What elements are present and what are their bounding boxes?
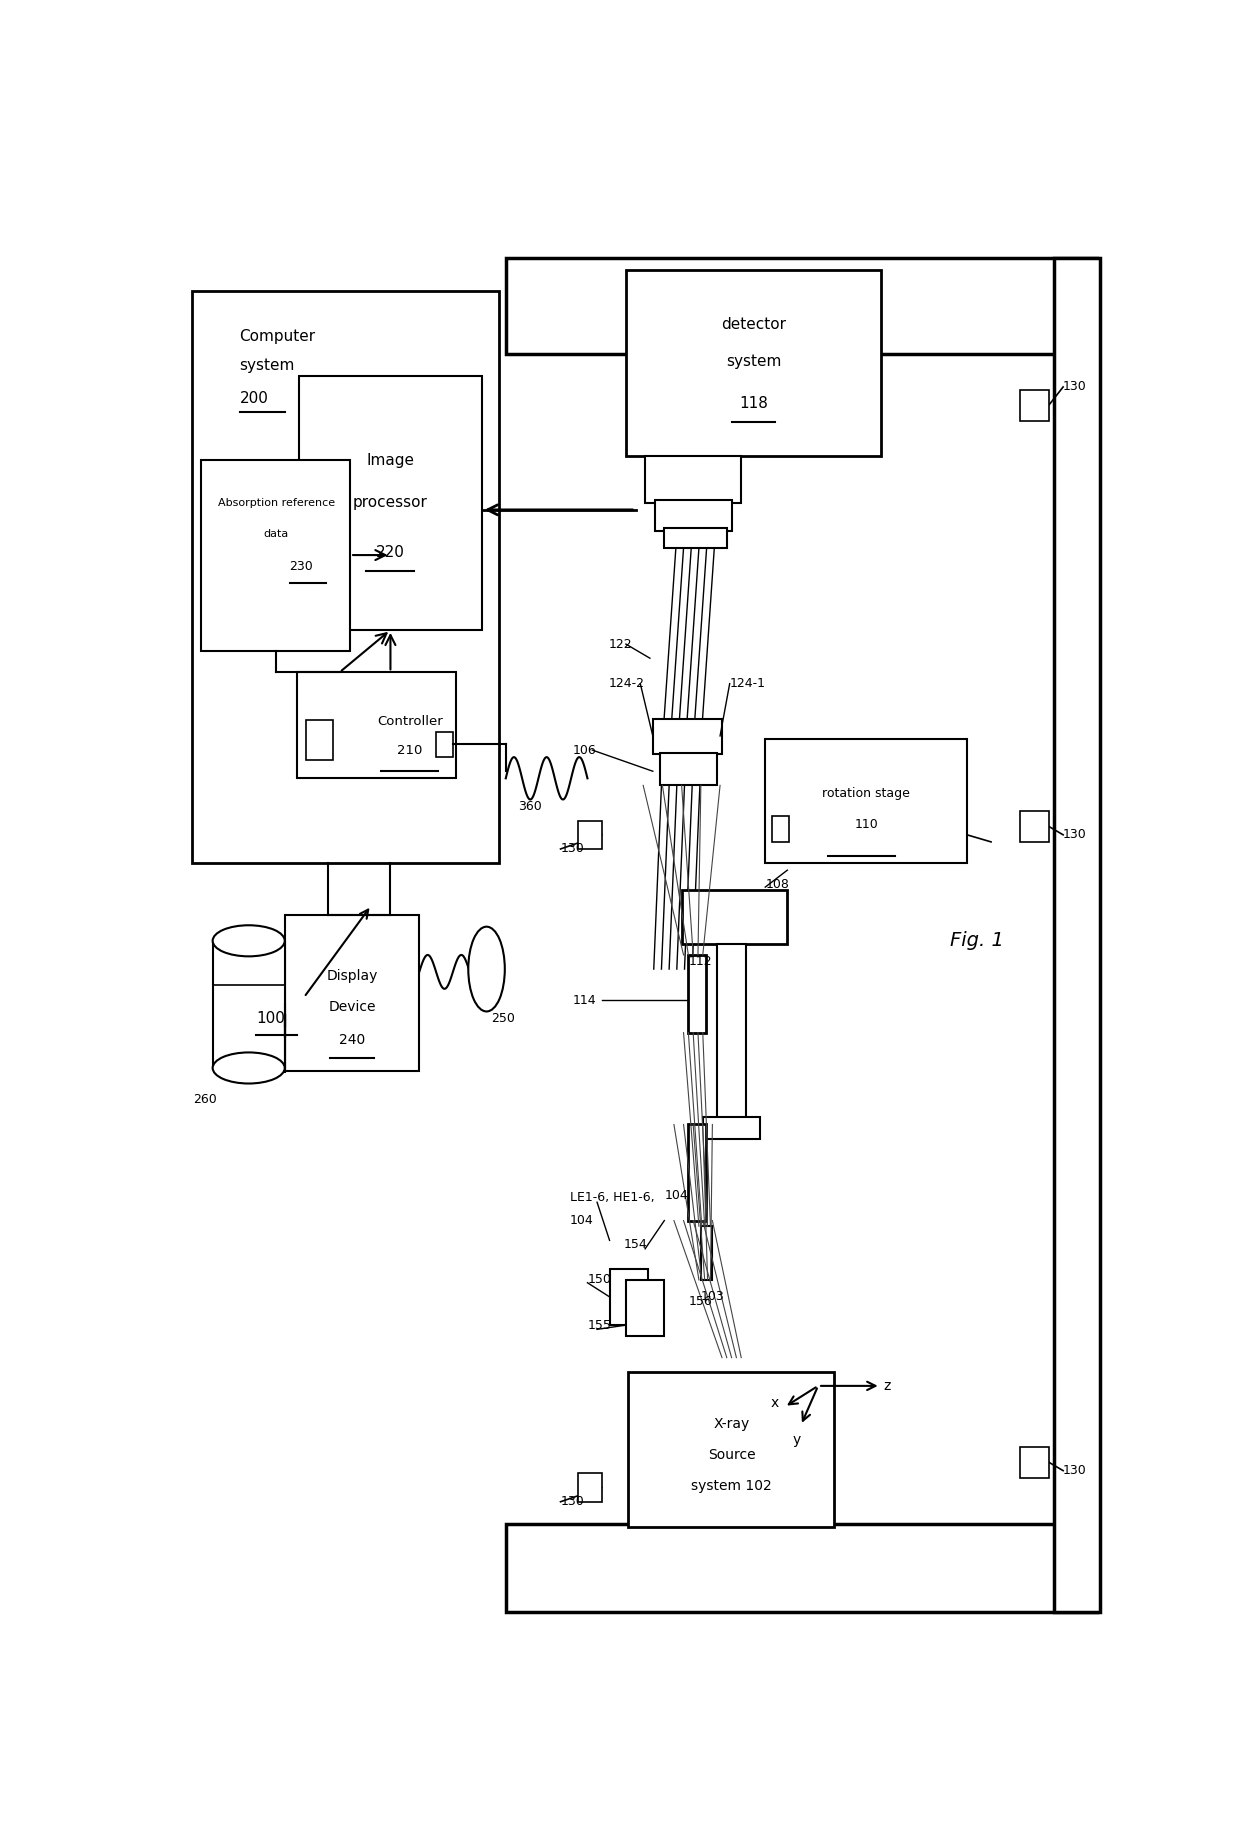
Text: 130: 130 bbox=[1063, 828, 1087, 840]
Bar bbox=[652, 719, 722, 754]
Bar bbox=[299, 376, 481, 629]
Text: 156: 156 bbox=[688, 1296, 712, 1308]
Text: system: system bbox=[725, 354, 781, 369]
Bar bbox=[645, 457, 742, 503]
Bar bbox=[610, 1268, 649, 1325]
Text: 230: 230 bbox=[290, 560, 314, 573]
Text: z: z bbox=[884, 1378, 892, 1393]
Text: 118: 118 bbox=[739, 396, 768, 411]
Text: 250: 250 bbox=[491, 1013, 516, 1026]
Text: 210: 210 bbox=[397, 743, 423, 756]
Text: 103: 103 bbox=[701, 1290, 724, 1303]
Text: 360: 360 bbox=[518, 800, 542, 813]
Text: 104: 104 bbox=[570, 1215, 594, 1228]
Text: 155: 155 bbox=[588, 1319, 611, 1332]
Text: system: system bbox=[239, 358, 295, 373]
Text: Image: Image bbox=[367, 453, 414, 468]
Text: 150: 150 bbox=[588, 1273, 611, 1286]
Text: Device: Device bbox=[329, 1000, 376, 1015]
Bar bbox=[627, 1373, 835, 1527]
Bar bbox=[435, 732, 453, 758]
Bar bbox=[285, 916, 419, 1072]
Text: X-ray: X-ray bbox=[713, 1417, 750, 1431]
Text: Source: Source bbox=[708, 1448, 755, 1462]
Text: 260: 260 bbox=[193, 1092, 217, 1105]
Bar bbox=[1054, 259, 1100, 1611]
Text: 106: 106 bbox=[573, 743, 596, 756]
Text: Fig. 1: Fig. 1 bbox=[950, 932, 1003, 951]
Text: 122: 122 bbox=[609, 637, 632, 651]
Text: Controller: Controller bbox=[377, 716, 443, 728]
Bar bbox=[682, 890, 787, 943]
Bar bbox=[717, 943, 746, 1125]
Ellipse shape bbox=[213, 925, 285, 956]
Text: 108: 108 bbox=[765, 877, 789, 890]
Bar bbox=[665, 528, 727, 549]
Text: LE1-6, HE1-6,: LE1-6, HE1-6, bbox=[570, 1191, 655, 1204]
Text: 130: 130 bbox=[560, 842, 584, 855]
Bar bbox=[506, 1525, 1096, 1611]
Text: 110: 110 bbox=[854, 818, 878, 831]
Text: 124-2: 124-2 bbox=[609, 677, 645, 690]
Bar bbox=[688, 1125, 706, 1220]
Text: 100: 100 bbox=[255, 1011, 285, 1026]
Ellipse shape bbox=[213, 1053, 285, 1083]
Text: 114: 114 bbox=[573, 993, 596, 1007]
Bar bbox=[506, 259, 1096, 354]
Bar bbox=[703, 1118, 760, 1138]
Text: x: x bbox=[771, 1396, 779, 1409]
Text: y: y bbox=[792, 1433, 801, 1446]
Text: 130: 130 bbox=[560, 1496, 584, 1508]
Bar bbox=[655, 499, 732, 530]
Bar bbox=[578, 1474, 601, 1501]
Bar bbox=[213, 941, 285, 1068]
Text: 154: 154 bbox=[624, 1239, 647, 1251]
Text: system 102: system 102 bbox=[691, 1479, 773, 1494]
Text: data: data bbox=[263, 528, 289, 539]
Text: processor: processor bbox=[353, 495, 428, 510]
Text: 130: 130 bbox=[1063, 1464, 1087, 1477]
Bar bbox=[1019, 811, 1049, 842]
Bar bbox=[1019, 1446, 1049, 1477]
Bar bbox=[306, 721, 332, 760]
Text: detector: detector bbox=[722, 317, 786, 332]
Text: 104: 104 bbox=[665, 1189, 688, 1202]
Text: 112: 112 bbox=[688, 956, 712, 969]
Bar bbox=[688, 954, 706, 1033]
Text: 130: 130 bbox=[1063, 380, 1087, 393]
Bar bbox=[1019, 389, 1049, 420]
Bar bbox=[191, 290, 498, 862]
Bar bbox=[765, 740, 967, 862]
Text: 220: 220 bbox=[376, 545, 405, 560]
Bar bbox=[773, 817, 789, 842]
Ellipse shape bbox=[469, 927, 505, 1011]
Bar bbox=[201, 461, 350, 651]
Bar bbox=[298, 672, 456, 778]
Text: 200: 200 bbox=[239, 391, 268, 406]
Text: Display: Display bbox=[326, 969, 378, 984]
Text: 240: 240 bbox=[339, 1033, 365, 1046]
Text: rotation stage: rotation stage bbox=[822, 787, 910, 800]
Text: Absorption reference: Absorption reference bbox=[217, 497, 335, 508]
Bar bbox=[626, 270, 880, 457]
Text: Computer: Computer bbox=[239, 328, 316, 343]
Text: 124-1: 124-1 bbox=[729, 677, 765, 690]
Bar bbox=[578, 820, 601, 850]
Bar bbox=[660, 752, 717, 785]
Bar bbox=[626, 1281, 665, 1336]
Bar bbox=[701, 1226, 712, 1281]
